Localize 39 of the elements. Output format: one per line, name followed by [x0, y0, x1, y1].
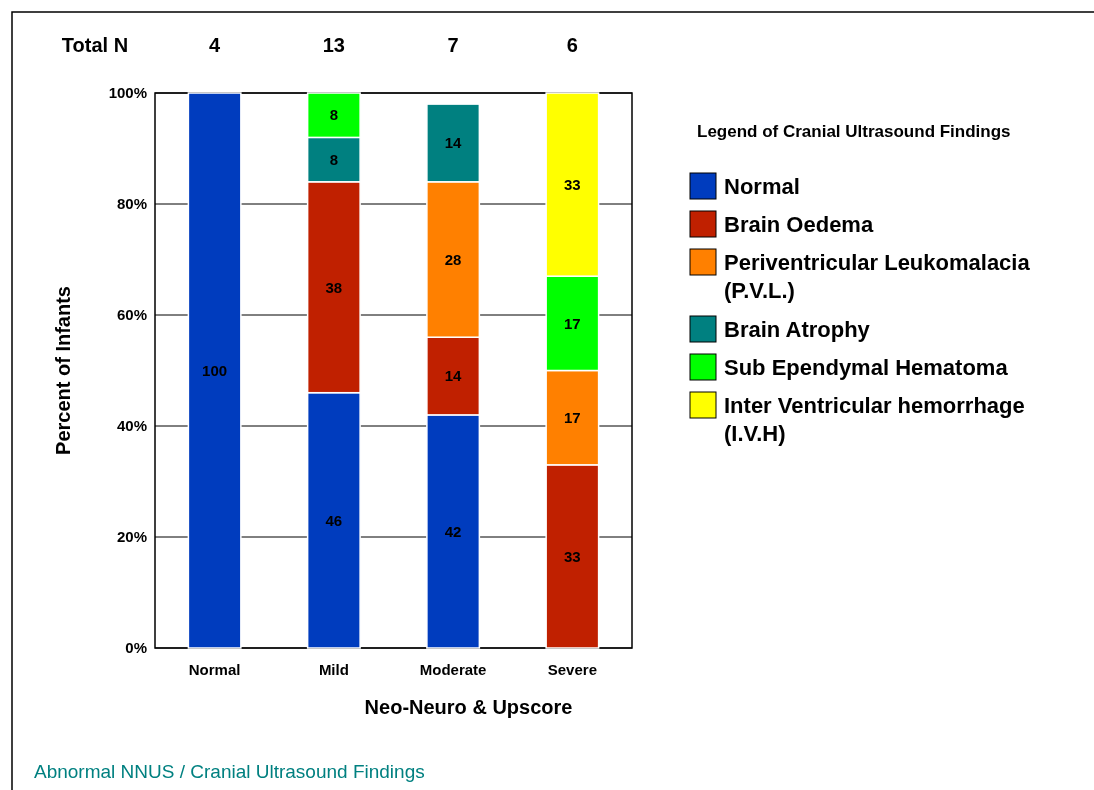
text: 7	[447, 34, 459, 56]
text: 6	[566, 34, 578, 56]
legend-label: Periventricular Leukomalacia (P.V.L.)	[724, 249, 1031, 304]
text: 13	[322, 34, 345, 56]
x-tick-label: Mild	[318, 661, 349, 678]
y-axis-title: Percent of Infants	[52, 286, 74, 455]
y-tick-label: 0%	[125, 639, 147, 657]
data-label: 14	[444, 134, 463, 152]
text: 4	[209, 34, 222, 56]
data-label: 8	[329, 150, 339, 168]
y-tick-label: 40%	[116, 417, 147, 435]
y-tick-label: 80%	[116, 195, 147, 213]
data-label: 42	[444, 522, 462, 540]
data-label: 46	[325, 511, 343, 529]
data-label: 33	[564, 547, 581, 565]
data-label: 17	[564, 408, 581, 426]
legend-label: Inter Ventricular hemorrhage (I.V.H)	[724, 392, 1025, 447]
bar	[187, 92, 242, 649]
x-tick-label: Normal	[188, 661, 241, 678]
x-tick-label: Severe	[547, 661, 597, 678]
data-label: 8	[329, 106, 339, 124]
y-tick-label: 100%	[108, 84, 147, 102]
data-label: 100	[202, 361, 228, 379]
text: Abnormal NNUS / Cranial Ultrasound Findings	[34, 761, 425, 782]
legend-label: Brain Oedema	[724, 211, 874, 237]
text: Total N	[61, 34, 129, 56]
y-tick-label: 60%	[116, 306, 147, 324]
data-label: 14	[444, 367, 463, 385]
legend-label: Sub Ependymal Hematoma	[724, 354, 1009, 380]
x-tick-label: Moderate	[419, 661, 487, 678]
x-axis-title: Neo-Neuro & Upscore	[364, 696, 573, 718]
legend-title: Legend of Cranial Ultrasound Findings	[697, 122, 1011, 141]
data-label: 38	[325, 278, 343, 296]
data-label: 33	[564, 175, 581, 193]
legend-label: Brain Atrophy	[724, 316, 871, 342]
y-tick-label: 20%	[116, 528, 147, 546]
data-label: 17	[564, 314, 581, 332]
legend-label: Normal	[724, 173, 800, 199]
data-label: 28	[444, 250, 462, 268]
